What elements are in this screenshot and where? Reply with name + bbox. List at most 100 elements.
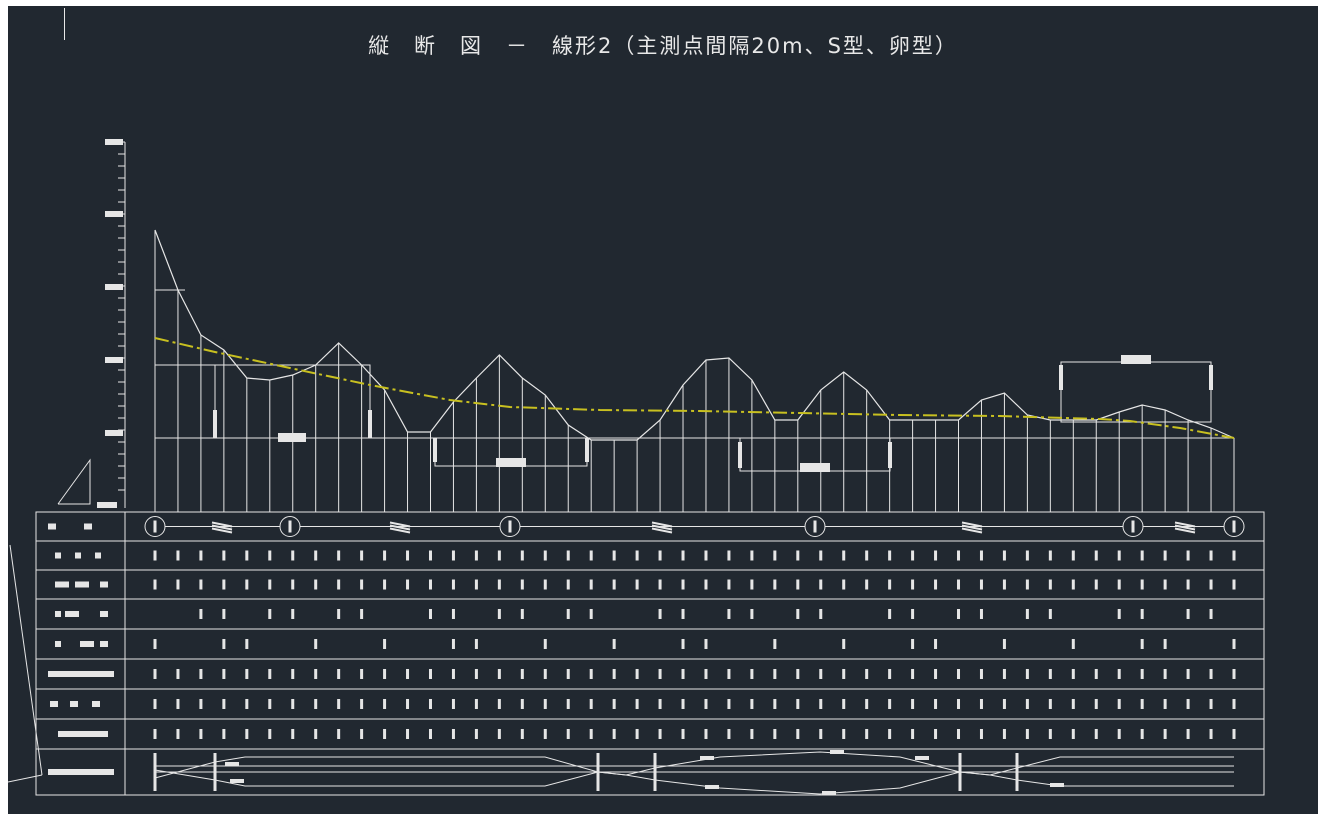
row-tick <box>1186 579 1190 590</box>
row-tick <box>1186 699 1190 709</box>
row-tick <box>1117 699 1121 709</box>
row-tick <box>291 669 295 679</box>
transition-mark <box>961 521 983 528</box>
row-tick <box>474 729 478 739</box>
row-tick <box>1071 639 1075 649</box>
north-mark <box>57 458 91 505</box>
profile-drawing[interactable] <box>8 6 1318 814</box>
row-tick <box>1163 579 1167 590</box>
row-tick <box>842 729 846 739</box>
row-label-block <box>80 641 94 647</box>
row-tick <box>1140 579 1144 590</box>
row-tick <box>1140 699 1144 709</box>
row-tick <box>566 579 570 590</box>
row-tick <box>1094 579 1098 590</box>
row-tick <box>1140 609 1144 619</box>
row-tick <box>934 699 938 709</box>
table-frame <box>35 511 1265 796</box>
row-label-block <box>100 581 108 588</box>
row-tick <box>1117 729 1121 739</box>
row-tick <box>773 669 777 679</box>
transition-mark <box>961 527 983 534</box>
row-tick <box>543 729 547 739</box>
row-tick <box>750 729 754 739</box>
row-tick <box>520 669 524 679</box>
row-tick <box>957 669 961 679</box>
row-tick <box>428 550 432 561</box>
row-tick <box>612 669 616 679</box>
row-tick <box>360 729 364 739</box>
structure-label <box>278 433 306 442</box>
row-tick <box>360 669 364 679</box>
row-tick <box>888 699 892 709</box>
transition-mark <box>1174 527 1196 534</box>
row-tick <box>979 729 983 739</box>
scale-label-block <box>105 284 123 290</box>
curvature-label <box>705 785 719 789</box>
row-tick <box>153 550 157 561</box>
row-tick <box>451 609 455 619</box>
row-tick <box>1071 669 1075 679</box>
row-tick <box>153 669 157 679</box>
row-tick <box>1163 699 1167 709</box>
drawing-canvas[interactable]: 縦 断 図 － 線形2（主測点間隔20m、S型、卵型） <box>8 6 1318 814</box>
row-label-block <box>75 581 89 588</box>
leader-line <box>9 544 43 776</box>
row-tick <box>314 550 318 561</box>
row-tick <box>704 550 708 561</box>
row-tick <box>1002 699 1006 709</box>
row-label-block <box>48 523 56 530</box>
row-tick <box>428 579 432 590</box>
row-tick <box>1002 639 1006 649</box>
leader-line <box>8 774 43 783</box>
row-tick <box>704 729 708 739</box>
structure-box <box>1060 361 1212 423</box>
row-tick <box>635 669 639 679</box>
row-tick <box>497 550 501 561</box>
row-tick <box>589 550 593 561</box>
row-tick <box>1048 550 1052 561</box>
row-tick <box>957 729 961 739</box>
row-tick <box>566 669 570 679</box>
row-tick <box>406 699 410 709</box>
row-tick <box>589 699 593 709</box>
row-tick <box>911 729 915 739</box>
row-tick <box>337 609 341 619</box>
row-tick <box>1002 729 1006 739</box>
row-tick <box>1071 729 1075 739</box>
row-tick <box>658 609 662 619</box>
row-tick <box>681 579 685 590</box>
row-tick <box>520 609 524 619</box>
row-tick <box>1071 579 1075 590</box>
row-tick <box>612 579 616 590</box>
row-tick <box>658 669 662 679</box>
ground-profile <box>154 229 1235 512</box>
row-tick <box>1094 729 1098 739</box>
station-circle-mark <box>1232 520 1236 533</box>
row-tick <box>773 729 777 739</box>
row-tick <box>1163 639 1167 649</box>
curvature-label <box>915 756 929 760</box>
row-tick <box>819 669 823 679</box>
grade-line <box>154 337 1235 439</box>
row-tick <box>1232 729 1236 739</box>
row-tick <box>911 579 915 590</box>
row-label-block <box>58 731 108 737</box>
row-tick <box>1071 699 1075 709</box>
row-tick <box>704 639 708 649</box>
row-tick <box>865 699 869 709</box>
row-tick <box>268 729 272 739</box>
row-tick <box>865 550 869 561</box>
row-tick <box>635 729 639 739</box>
row-label-block <box>100 641 108 647</box>
row-tick <box>888 729 892 739</box>
transition-mark <box>651 527 673 534</box>
row-tick <box>176 579 180 590</box>
row-tick <box>1025 699 1029 709</box>
scale-label-block <box>105 430 123 436</box>
row-tick <box>153 729 157 739</box>
row-tick <box>934 550 938 561</box>
row-tick <box>819 699 823 709</box>
row-tick <box>337 579 341 590</box>
row-label-block <box>95 552 101 559</box>
